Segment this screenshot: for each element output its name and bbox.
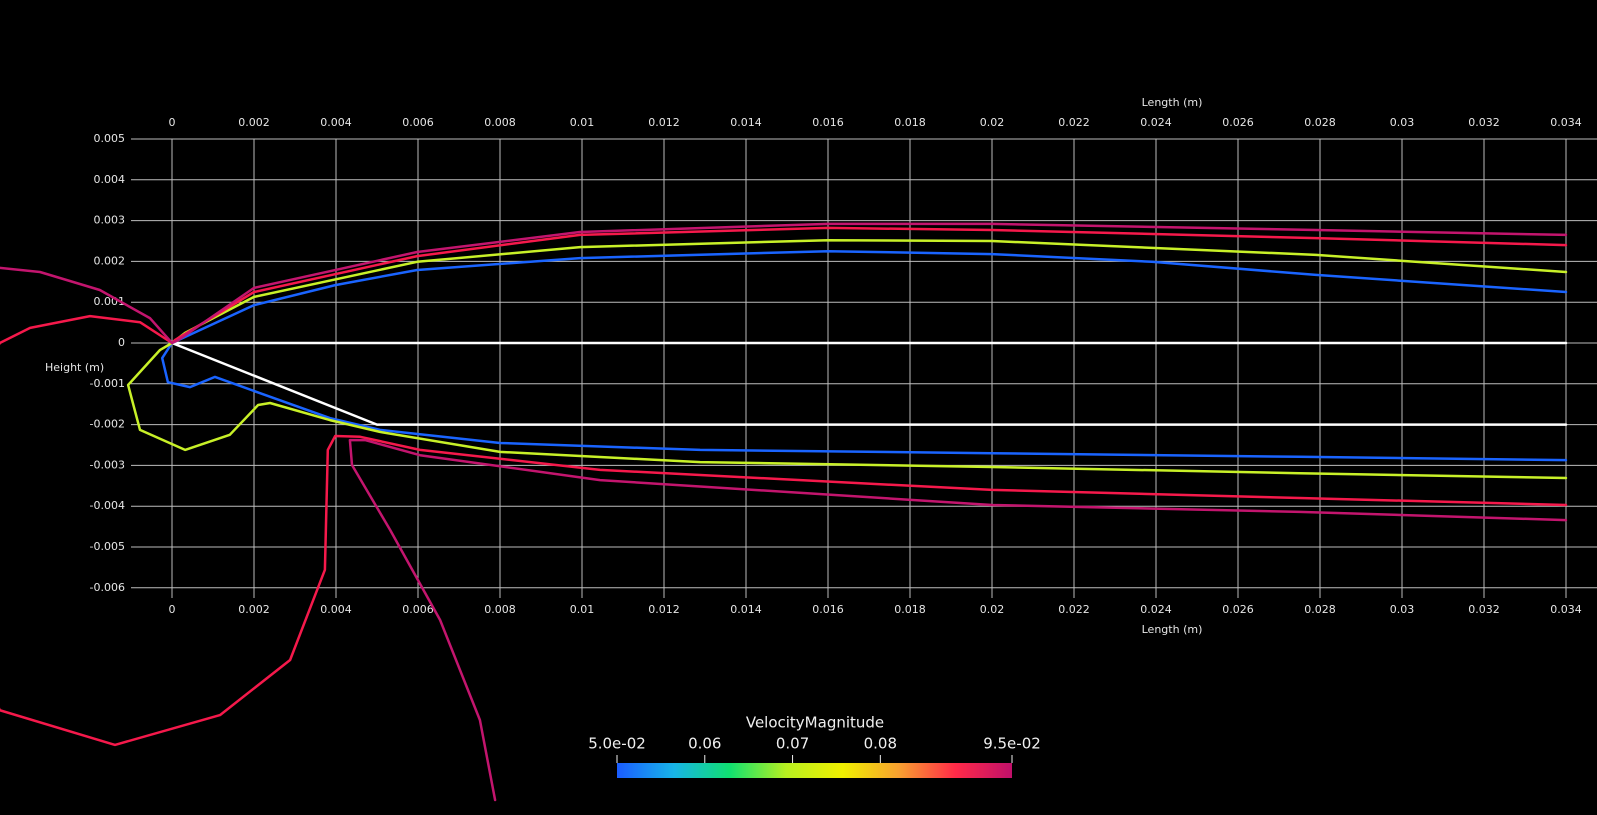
x-tick-label-top: 0.016 (812, 116, 844, 129)
x-tick-label-top: 0.02 (980, 116, 1005, 129)
x-tick-label-top: 0.028 (1304, 116, 1336, 129)
x-tick-label-top: 0 (169, 116, 176, 129)
x-tick-label-bottom: 0.02 (980, 603, 1005, 616)
colorbar-tick-label: 0.06 (688, 735, 721, 753)
contour-line (0, 226, 1568, 747)
colorbar-tick-label: 0.07 (776, 735, 809, 753)
y-tick-label: -0.003 (90, 458, 125, 471)
x-tick-label-top: 0.002 (238, 116, 270, 129)
x-tick-label-bottom: 0.022 (1058, 603, 1090, 616)
y-tick-label: -0.006 (90, 581, 125, 594)
x-axis-title-top: Length (m) (1142, 96, 1203, 109)
colorbar-tick-label: 9.5e-02 (983, 735, 1041, 753)
x-tick-label-bottom: 0.014 (730, 603, 762, 616)
colorbar (617, 763, 1012, 778)
x-tick-label-bottom: 0.002 (238, 603, 270, 616)
x-tick-label-bottom: 0.028 (1304, 603, 1336, 616)
x-tick-label-top: 0.032 (1468, 116, 1500, 129)
contour-line (160, 249, 1568, 462)
x-axis-title-bottom: Length (m) (1142, 623, 1203, 636)
x-tick-label-bottom: 0.004 (320, 603, 352, 616)
contour-line (126, 238, 1568, 480)
y-tick-label: 0.003 (94, 214, 126, 227)
x-tick-label-bottom: 0.03 (1390, 603, 1415, 616)
y-tick-label: -0.004 (90, 499, 125, 512)
y-tick-label: 0 (118, 336, 125, 349)
y-tick-label: -0.002 (90, 418, 125, 431)
y-tick-label: 0.005 (94, 132, 126, 145)
x-tick-label-top: 0.026 (1222, 116, 1254, 129)
x-tick-label-bottom: 0.008 (484, 603, 516, 616)
x-tick-label-top: 0.004 (320, 116, 352, 129)
x-tick-label-bottom: 0.032 (1468, 603, 1500, 616)
x-tick-label-bottom: 0.01 (570, 603, 595, 616)
x-tick-label-top: 0.024 (1140, 116, 1172, 129)
x-tick-label-bottom: 0.026 (1222, 603, 1254, 616)
x-tick-label-top: 0.01 (570, 116, 595, 129)
colorbar-tick-label: 5.0e-02 (588, 735, 646, 753)
x-tick-label-top: 0.018 (894, 116, 926, 129)
y-tick-label: 0.002 (94, 254, 126, 267)
x-tick-label-top: 0.022 (1058, 116, 1090, 129)
x-tick-label-top: 0.014 (730, 116, 762, 129)
y-tick-label: -0.005 (90, 540, 125, 553)
colorbar-tick-label: 0.08 (864, 735, 897, 753)
x-tick-label-bottom: 0.016 (812, 603, 844, 616)
colorbar-title: VelocityMagnitude (746, 714, 884, 732)
x-tick-label-bottom: 0.018 (894, 603, 926, 616)
contour-line (170, 341, 1568, 426)
contour-line (0, 222, 1568, 802)
x-tick-label-bottom: 0.024 (1140, 603, 1172, 616)
x-tick-label-bottom: 0.034 (1550, 603, 1582, 616)
x-tick-label-top: 0.012 (648, 116, 680, 129)
x-tick-label-bottom: 0.012 (648, 603, 680, 616)
x-tick-label-top: 0.03 (1390, 116, 1415, 129)
y-tick-label: 0.004 (94, 173, 126, 186)
x-tick-label-top: 0.006 (402, 116, 434, 129)
x-tick-label-top: 0.008 (484, 116, 516, 129)
y-tick-label: -0.001 (90, 377, 125, 390)
x-tick-label-top: 0.034 (1550, 116, 1582, 129)
x-tick-label-bottom: 0.006 (402, 603, 434, 616)
x-tick-label-bottom: 0 (169, 603, 176, 616)
y-axis-title: Height (m) (45, 361, 104, 374)
